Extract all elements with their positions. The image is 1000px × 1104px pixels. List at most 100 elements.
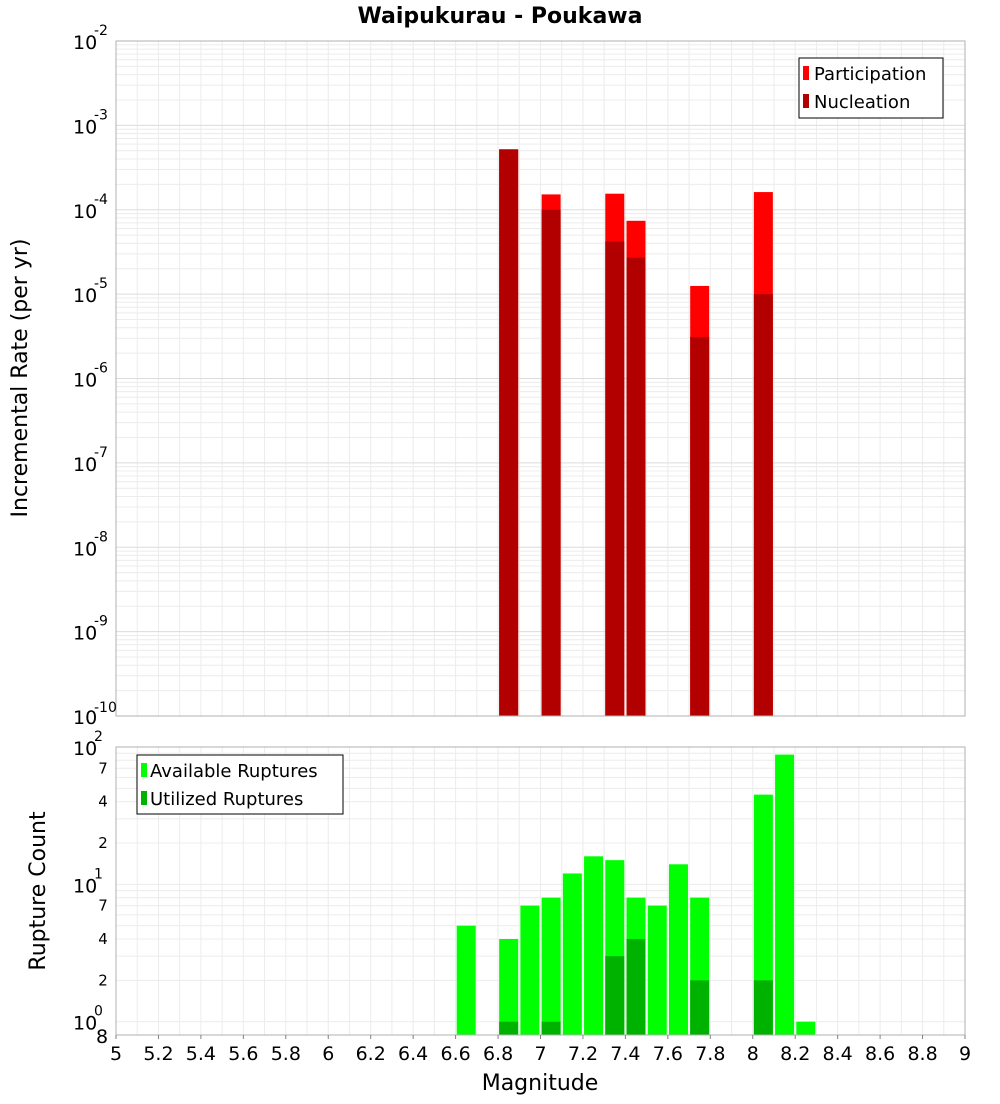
- x-tick-label: 9: [959, 1043, 971, 1065]
- x-tick-label: 8.8: [907, 1043, 937, 1065]
- bottom-y-tick-exponent: 1: [94, 866, 103, 882]
- bar-nucleation: [499, 149, 519, 716]
- bar-available-ruptures: [584, 856, 604, 1035]
- top-y-tick-exponent: -9: [94, 614, 108, 630]
- top-y-tick-exponent: -10: [94, 700, 117, 716]
- bar-available-ruptures: [796, 1021, 816, 1035]
- top-legend-box: [798, 57, 944, 119]
- bottom-y-minor-tick: 7: [98, 759, 108, 777]
- top-y-tick-exponent: -2: [94, 23, 108, 39]
- bar-nucleation: [626, 257, 646, 716]
- bar-utilized-ruptures: [753, 980, 773, 1035]
- top-bars: [499, 149, 773, 717]
- top-y-tick-exponent: -8: [94, 529, 108, 545]
- bottom-y-tick-exponent: 0: [94, 1004, 103, 1020]
- bar-available-ruptures: [541, 897, 561, 1035]
- x-tick-label: 5.4: [186, 1043, 216, 1065]
- x-tick-label: 6.4: [398, 1043, 428, 1065]
- top-legend: Participation Nucleation: [798, 57, 944, 119]
- bar-available-ruptures: [668, 864, 688, 1035]
- bottom-y-minor-tick: 2: [98, 834, 108, 852]
- bar-nucleation: [605, 241, 625, 717]
- bar-utilized-ruptures: [499, 1021, 519, 1035]
- legend-label-nucleation: Nucleation: [814, 92, 910, 113]
- bar-nucleation: [753, 294, 773, 716]
- bottom-bars: [456, 754, 816, 1035]
- bottom-y-tick-base: 10: [73, 1013, 97, 1035]
- bar-utilized-ruptures: [541, 1021, 561, 1035]
- top-y-tick-base: 10: [73, 201, 97, 223]
- top-y-tick-base: 10: [73, 370, 97, 392]
- x-tick-label: 8.6: [865, 1043, 895, 1065]
- top-y-tick-base: 10: [73, 116, 97, 138]
- bottom-legend-box: [136, 754, 344, 815]
- x-tick-label: 7.8: [695, 1043, 725, 1065]
- legend-label-available: Available Ruptures: [150, 761, 318, 782]
- legend-swatch-available: [141, 763, 147, 777]
- bar-available-ruptures: [562, 873, 582, 1035]
- x-tick-label: 5.2: [143, 1043, 173, 1065]
- top-y-tick-base: 10: [73, 538, 97, 560]
- bar-nucleation: [541, 209, 561, 716]
- x-tick-label: 8.4: [823, 1043, 853, 1065]
- top-y-tick-base: 10: [73, 285, 97, 307]
- top-y-tick-labels: 10-210-310-410-510-610-710-810-910-10: [73, 23, 117, 729]
- bottom-y-minor-tick: 7: [98, 897, 108, 915]
- top-y-tick-base: 10: [73, 623, 97, 645]
- bar-utilized-ruptures: [626, 939, 646, 1035]
- legend-swatch-utilized: [141, 791, 147, 805]
- bottom-y-tick-base: 10: [73, 738, 97, 760]
- bottom-y-minor-tick: 4: [98, 793, 108, 811]
- x-tick-label: 5.6: [228, 1043, 258, 1065]
- x-tick-label: 6: [322, 1043, 334, 1065]
- bottom-y-tick-exponent: 2: [94, 729, 103, 745]
- legend-label-participation: Participation: [814, 64, 926, 85]
- top-y-tick-exponent: -3: [94, 107, 108, 123]
- x-axis-label: Magnitude: [482, 1071, 599, 1096]
- top-y-tick-base: 10: [73, 32, 97, 54]
- x-tick-label: 5: [110, 1043, 122, 1065]
- bottom-y-minor-tick: 4: [98, 930, 108, 948]
- x-tick-label: 7.6: [653, 1043, 683, 1065]
- x-tick-label: 6.2: [356, 1043, 386, 1065]
- bar-available-ruptures: [456, 925, 476, 1035]
- bottom-y-axis-label: Rupture Count: [26, 811, 51, 971]
- x-tick-label: 7: [534, 1043, 546, 1065]
- x-tick-label: 6.8: [483, 1043, 513, 1065]
- x-tick-label: 7.2: [568, 1043, 598, 1065]
- bottom-legend: Available Ruptures Utilized Ruptures: [136, 754, 344, 815]
- legend-swatch-participation: [803, 66, 809, 80]
- top-plot-frame: [115, 40, 966, 717]
- x-tick-label: 8: [747, 1043, 759, 1065]
- top-y-tick-base: 10: [73, 454, 97, 476]
- top-y-tick-base: 10: [73, 707, 97, 729]
- top-y-tick-exponent: -5: [94, 276, 108, 292]
- bar-available-ruptures: [647, 905, 667, 1035]
- top-grid: [115, 41, 966, 717]
- bar-nucleation: [690, 337, 710, 716]
- bar-utilized-ruptures: [690, 980, 710, 1035]
- bottom-y-minor-tick: 2: [98, 971, 108, 989]
- top-y-axis-label: Incremental Rate (per yr): [8, 239, 33, 518]
- x-tick-label: 5.8: [271, 1043, 301, 1065]
- x-tick-label: 8.2: [780, 1043, 810, 1065]
- legend-label-utilized: Utilized Ruptures: [150, 789, 303, 810]
- bar-available-ruptures: [775, 754, 795, 1035]
- x-tick-label: 7.4: [610, 1043, 640, 1065]
- legend-swatch-nucleation: [803, 94, 809, 108]
- bar-available-ruptures: [753, 794, 773, 1035]
- x-tick-label: 6.6: [440, 1043, 470, 1065]
- bar-available-ruptures: [520, 905, 540, 1035]
- bottom-y-tick-base: 10: [73, 875, 97, 897]
- chart-title: Waipukurau - Poukawa: [358, 4, 643, 29]
- top-y-tick-exponent: -6: [94, 361, 108, 377]
- bar-available-ruptures: [499, 939, 519, 1035]
- top-y-tick-exponent: -7: [94, 445, 108, 461]
- top-y-tick-exponent: -4: [94, 192, 108, 208]
- bar-utilized-ruptures: [605, 956, 625, 1035]
- x-tick-labels: 5 5.2 5.4 5.6 5.8 6 6.2 6.4 6.6 6.8 7 7.2 7.4 7.6 7.8 8…: [110, 1035, 971, 1065]
- bottom-y-tick-lowest: 8: [96, 1026, 108, 1048]
